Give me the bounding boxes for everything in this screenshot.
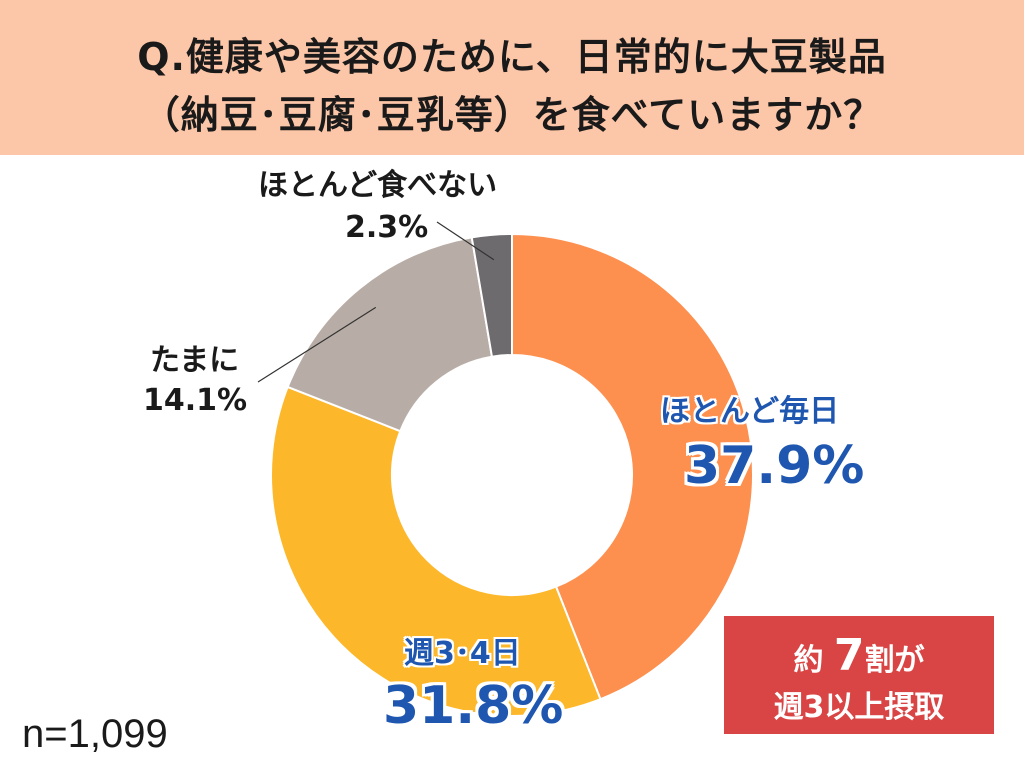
slice-label-everyday: ほとんど毎日 [660, 394, 840, 429]
slice-label-3-4-days: 週3･4日 [404, 636, 521, 671]
question-line-2: （納豆･豆腐･豆乳等）を食べていますか？ [141, 93, 883, 137]
donut-slice-sometimes [286, 236, 494, 433]
slice-value-rarely: 2.3% [345, 210, 429, 245]
leader-line-rarely [436, 221, 495, 261]
slice-label-rarely: ほとんど食べない [258, 168, 498, 203]
donut-slice-everyday [511, 232, 754, 701]
callout-line-2: 週3以上摂取 [773, 690, 945, 725]
slice-value-everyday: 37.9% [684, 436, 865, 496]
callout-prefix: 約 [793, 643, 824, 678]
callout-suffix: 割が [864, 643, 925, 678]
question-header: Q.健康や美容のために、日常的に大豆製品 （納豆･豆腐･豆乳等）を食べていますか… [0, 0, 1024, 155]
donut-slice-3-4-days [270, 385, 602, 717]
callout-number: 7 [833, 630, 865, 681]
donut-slice-rarely [470, 232, 513, 358]
slice-label-sometimes: たまに [150, 343, 240, 378]
leader-line-sometimes [257, 306, 377, 383]
callout-line-1: 約 7割が [724, 630, 994, 681]
slice-value-sometimes: 14.1% [143, 383, 248, 418]
slice-value-3-4-days: 31.8% [383, 676, 564, 736]
sample-size: n=1,099 [22, 712, 168, 756]
summary-callout: 約 7割が 週3以上摂取 [724, 616, 994, 734]
question-line-1: Q.健康や美容のために、日常的に大豆製品 [137, 35, 887, 79]
